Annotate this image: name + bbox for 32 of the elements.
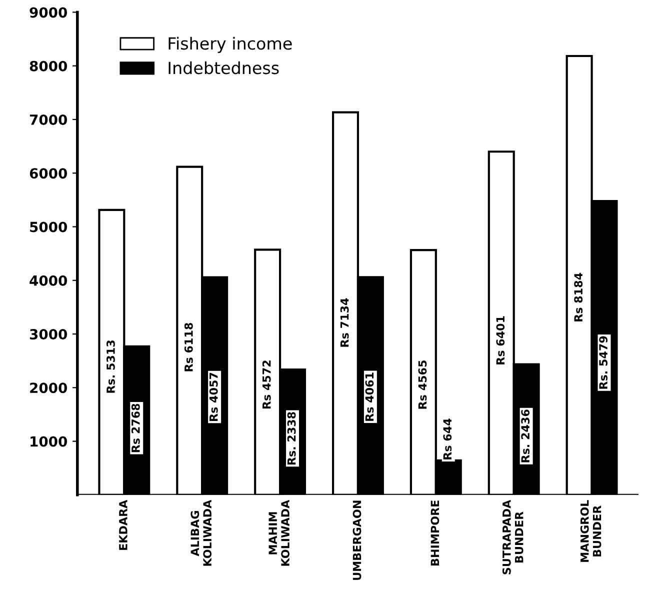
legend-label: Indebtedness: [168, 61, 279, 74]
y-tick-label: 2000: [30, 382, 68, 394]
data-label: Rs 7134: [340, 298, 349, 347]
x-tick-label: MANGROL BUNDER: [580, 500, 602, 562]
x-tick-label: SUTRAPADA BUNDER: [502, 500, 524, 574]
x-tick-label: UMBERGAON: [352, 500, 362, 580]
y-tick-label: 6000: [30, 168, 68, 179]
x-tick-label: BHIMPORE: [430, 500, 440, 566]
data-label: Rs 2768: [131, 404, 140, 452]
data-label: Rs 4565: [418, 360, 427, 409]
data-label: Rs. 5313: [106, 340, 115, 393]
y-tick-label: 8000: [30, 60, 68, 72]
y-tick-label: 1000: [30, 436, 68, 447]
data-label: Rs 6401: [496, 316, 505, 364]
data-label: Rs 4572: [262, 360, 271, 409]
data-label: Rs 8184: [574, 272, 583, 322]
y-tick-label: 3000: [30, 328, 68, 340]
y-tick-label: 5000: [30, 222, 68, 232]
data-label: Rs 4061: [365, 372, 374, 421]
legend-label: Fishery income: [168, 36, 292, 54]
y-tick-label: 9000: [30, 7, 68, 18]
data-label: Rs 4057: [209, 372, 218, 421]
x-tick-label: MAHIM KOLIWADA: [268, 500, 290, 566]
y-tick-label: 4000: [30, 275, 68, 286]
data-label: Rs. 2436: [521, 410, 530, 462]
y-tick-label: 7000: [30, 114, 68, 125]
data-label: Rs. 2338: [287, 412, 296, 465]
data-label: Rs. 5479: [599, 336, 608, 389]
data-label: Rs 644: [443, 418, 452, 460]
x-tick-label: ALIBAG KOLIWADA: [190, 500, 212, 566]
data-label: Rs 6118: [184, 322, 193, 372]
x-tick-label: EKDARA: [119, 500, 128, 550]
